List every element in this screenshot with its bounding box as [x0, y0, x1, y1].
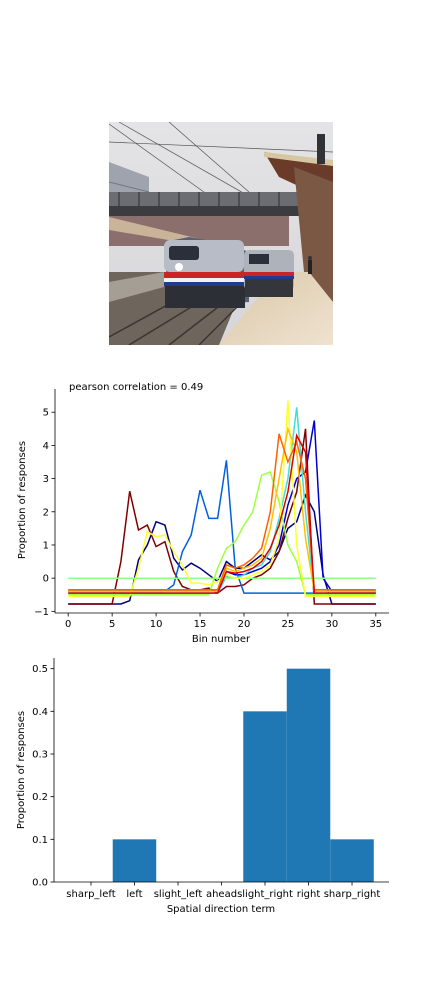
x-tick-label: 0: [65, 619, 71, 630]
bar-right: [286, 668, 331, 882]
x-tick-label: left: [126, 889, 142, 900]
y-tick-label: 0.4: [32, 707, 48, 718]
y-tick-label: 0.1: [32, 835, 48, 846]
y-tick-label: 0: [43, 574, 49, 585]
x-tick-label: slight_right: [237, 889, 293, 900]
bar-slight_right: [243, 711, 287, 882]
x-tick-label: sharp_left: [66, 889, 115, 900]
y-tick-label: 3: [43, 474, 49, 485]
y-tick-label: 5: [43, 408, 49, 419]
x-tick-label: slight_left: [154, 889, 203, 900]
series-line-10: [68, 433, 376, 594]
x-tick-label: 35: [369, 619, 382, 630]
bar-plot-area: [112, 668, 374, 882]
series-line-4: [68, 407, 376, 594]
chart-title: pearson correlation = 0.49: [69, 382, 203, 393]
x-tick-label: sharp_right: [324, 889, 381, 900]
x-tick-label: 20: [238, 619, 251, 630]
line-chart: pearson correlation = 0.49 0 5 10 15 20 25 30 3…: [17, 382, 389, 645]
y-tick-label: −1: [34, 607, 49, 618]
series-line-2: [68, 420, 376, 593]
x-axis-label: Bin number: [192, 634, 251, 645]
y-tick-label: 0.2: [32, 792, 48, 803]
series-line-9: [68, 433, 376, 591]
x-tick-label: 5: [109, 619, 115, 630]
y-tick-label: 0.0: [32, 878, 48, 889]
x-tick-label: 15: [194, 619, 207, 630]
y-tick-label: 4: [43, 441, 49, 452]
x-axis-label: Spatial direction term: [167, 904, 275, 915]
y-axis-label: Proportion of responses: [16, 711, 27, 829]
x-tick-label: right: [297, 889, 321, 900]
line-chart-axes: 0 5 10 15 20 25 30 35 −1 0 1 2 3 4 5: [34, 389, 389, 630]
line-plot-area: [68, 400, 376, 605]
x-tick-label: 10: [150, 619, 163, 630]
bar-chart-axes: sharp_left left slight_left ahead slight_rig…: [32, 658, 389, 900]
x-tick-label: ahead: [206, 889, 237, 900]
series-line-7: [68, 400, 376, 598]
y-tick-label: 2: [43, 507, 49, 518]
series-line-1: [68, 428, 376, 605]
series-line-6: [68, 471, 376, 596]
y-tick-label: 1: [43, 540, 49, 551]
x-tick-label: 30: [326, 619, 339, 630]
series-line-8: [68, 425, 376, 593]
train-station-photo: [109, 122, 333, 345]
y-axis-label: Proportion of responses: [17, 441, 28, 559]
bar-sharp_right: [330, 839, 374, 882]
bar-left: [112, 839, 157, 882]
y-tick-label: 0.5: [32, 664, 48, 675]
bar-chart: sharp_left left slight_left ahead slight_rig…: [16, 658, 389, 915]
x-tick-label: 25: [282, 619, 295, 630]
y-tick-label: 0.3: [32, 750, 48, 761]
